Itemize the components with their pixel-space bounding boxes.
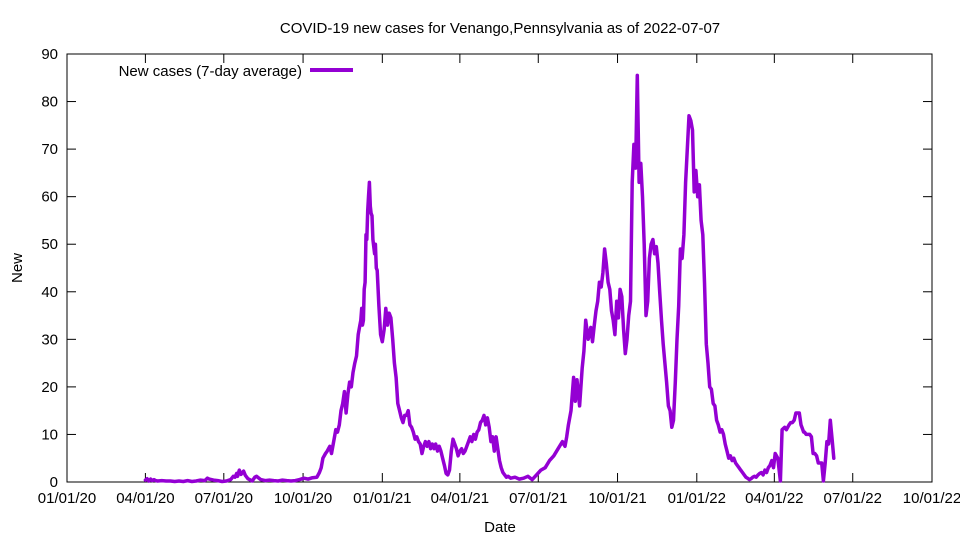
- y-tick-label: 70: [41, 141, 58, 158]
- y-tick-label: 40: [41, 284, 58, 301]
- y-tick-label: 20: [41, 379, 58, 396]
- x-tick-label: 04/01/22: [745, 490, 803, 507]
- y-tick-label: 0: [50, 474, 58, 491]
- legend: New cases (7-day average): [119, 63, 353, 80]
- x-tick-label: 07/01/22: [824, 490, 882, 507]
- series-group: [143, 73, 836, 484]
- x-tick-label: 10/01/21: [588, 490, 646, 507]
- plot-frame: [66, 53, 933, 483]
- x-axis: 01/01/20 04/01/20 07/01/20 10/01/20 01/01/21…: [38, 54, 960, 507]
- chart-title: COVID-19 new cases for Venango,Pennsylva…: [280, 20, 720, 37]
- x-tick-label: 01/01/22: [668, 490, 726, 507]
- x-axis-label: Date: [484, 519, 516, 536]
- y-axis-label: New: [9, 253, 26, 283]
- y-tick-label: 60: [41, 189, 58, 206]
- x-tick-label: 10/01/20: [274, 490, 332, 507]
- y-tick-label: 50: [41, 236, 58, 253]
- x-tick-label: 04/01/20: [116, 490, 174, 507]
- x-tick-label: 07/01/21: [509, 490, 567, 507]
- legend-label: New cases (7-day average): [119, 63, 302, 80]
- y-axis: 0 10 20 30 40 50 60 70 80 90: [41, 46, 932, 491]
- x-tick-label: 04/01/21: [431, 490, 489, 507]
- y-tick-label: 30: [41, 331, 58, 348]
- x-tick-label: 01/01/20: [38, 490, 96, 507]
- x-tick-label: 10/01/22: [903, 490, 960, 507]
- x-tick-label: 01/01/21: [353, 490, 411, 507]
- y-tick-label: 10: [41, 426, 58, 443]
- y-tick-label: 80: [41, 94, 58, 111]
- y-tick-label: 90: [41, 46, 58, 63]
- x-tick-label: 07/01/20: [195, 490, 253, 507]
- series-line-new-cases: [143, 73, 836, 484]
